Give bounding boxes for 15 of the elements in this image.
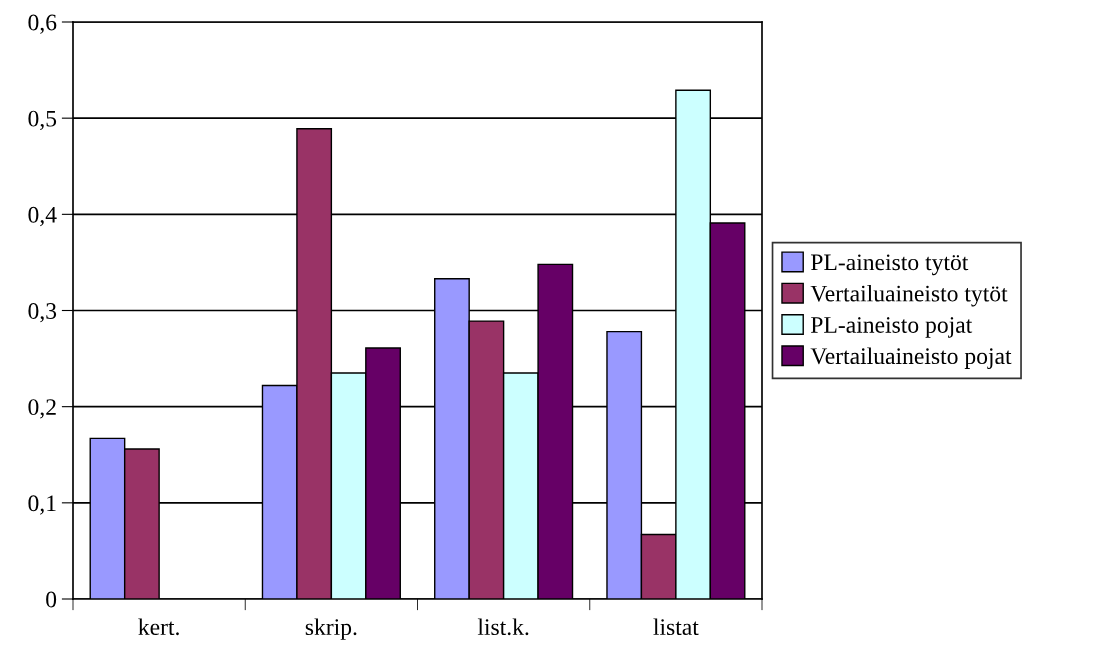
y-tick-label: 0,6 (28, 14, 57, 34)
legend-label: PL-aineisto tytöt (810, 254, 969, 276)
x-tick-label: listat (653, 618, 699, 636)
y-tick-label: 0,1 (28, 495, 56, 515)
y-tick-label: 0,5 (28, 110, 57, 130)
legend-label: Vertailuaineisto tytöt (810, 284, 1008, 307)
y-tick-label: 0 (46, 591, 57, 608)
x-tick-label: list.k. (477, 618, 529, 636)
legend-label: Vertailuaineisto pojat (810, 347, 1012, 369)
y-tick-label: 0,2 (28, 399, 56, 419)
legend-label: PL-aineisto pojat (810, 317, 973, 338)
x-tick-label: kert. (138, 618, 179, 636)
x-tick-label: skrip. (305, 618, 357, 640)
y-tick-label: 0,3 (28, 302, 57, 323)
y-tick-label: 0,4 (28, 206, 57, 227)
